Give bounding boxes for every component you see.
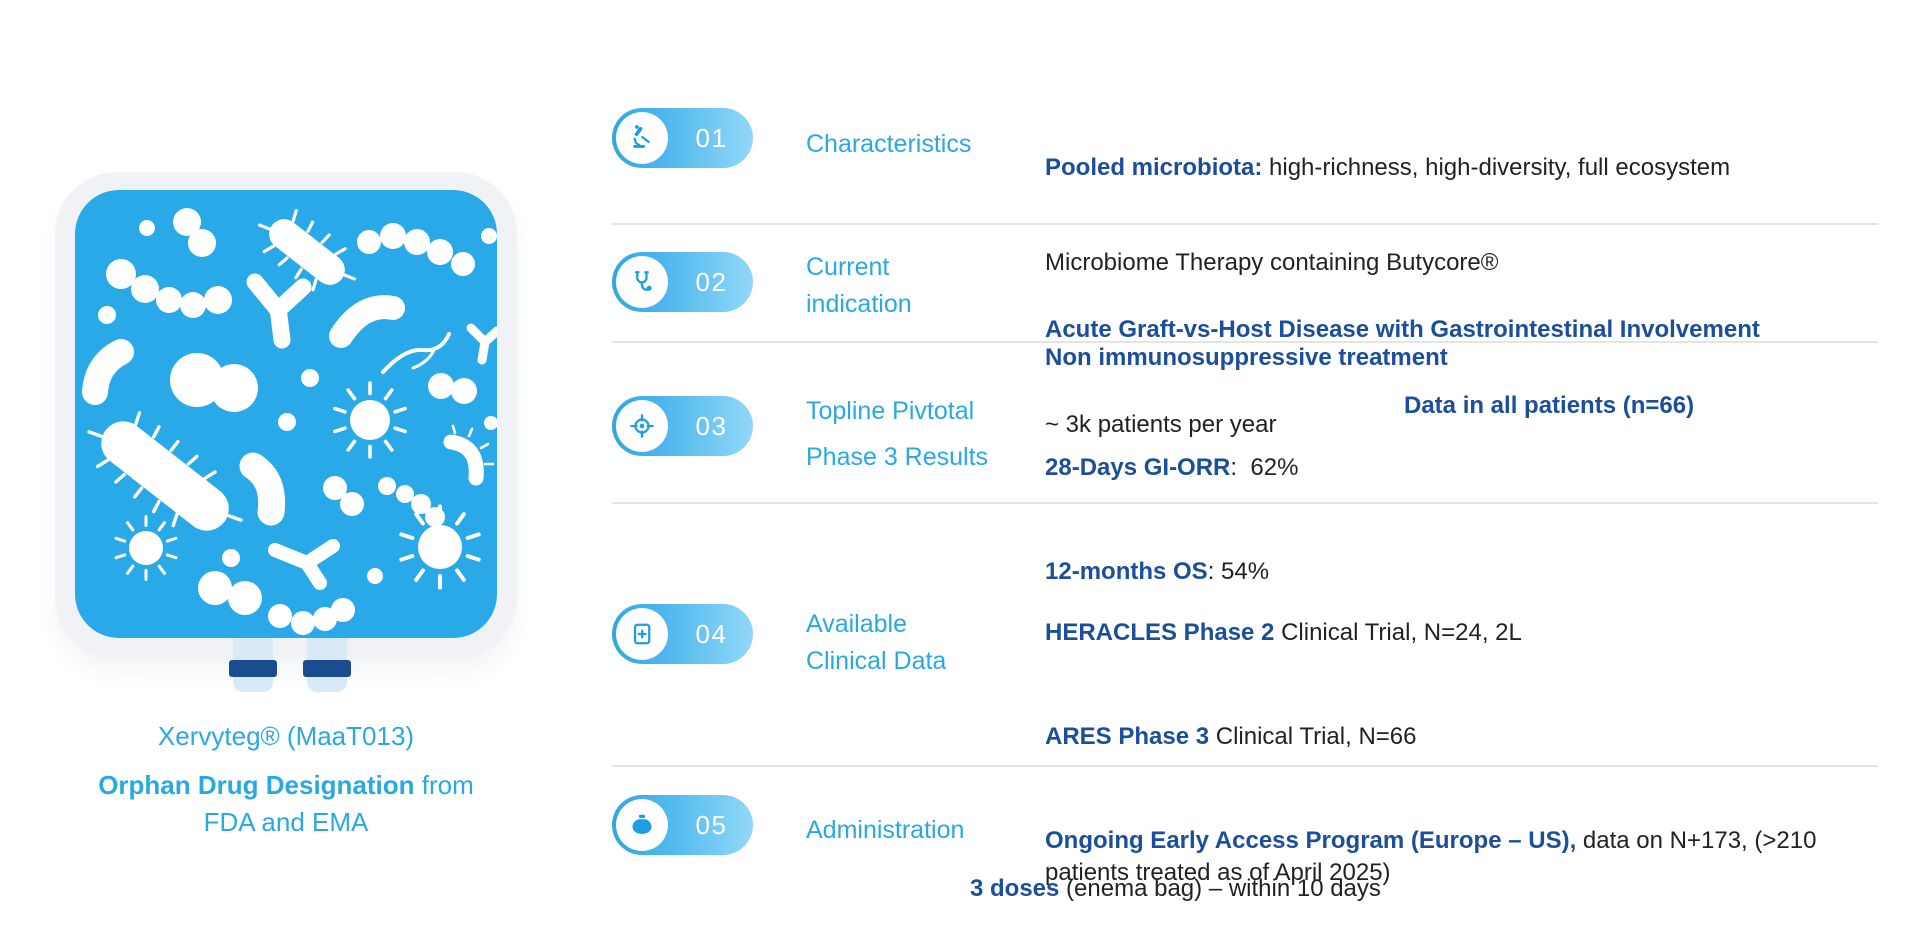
badge-number: 02 — [695, 266, 728, 297]
row-divider — [612, 341, 1878, 343]
clinical-record-icon — [633, 623, 651, 645]
text-segment: ~ 3k patients per year — [1045, 411, 1277, 438]
row-content-current-indication: Acute Graft-vs-Host Disease with Gastroi… — [1045, 254, 1885, 500]
orphan-drug-designation-text: Orphan Drug Designation from FDA and EMA — [98, 770, 474, 837]
bag-port-cap-left — [229, 660, 277, 677]
row-divider — [612, 502, 1878, 504]
row-label-available-clinical-data: Available Clinical Data — [806, 610, 947, 675]
number-badge-05: 05 — [612, 795, 753, 855]
row-label-current-indication: Current indication — [806, 253, 912, 318]
badge-circle — [616, 799, 668, 851]
microscope-icon — [633, 125, 650, 148]
text-segment: : 62% — [1230, 454, 1299, 481]
number-badge-04: 04 — [612, 604, 753, 664]
content-line: 12-months OS: 54% — [1045, 548, 1885, 596]
pouch-icon — [632, 814, 652, 834]
text-segment: Ongoing Early Access Program (Europe – U… — [1045, 827, 1577, 854]
content-line: Acute Graft-vs-Host Disease with Gastroi… — [1045, 310, 1885, 349]
target-icon — [630, 414, 654, 438]
text-segment: 12-months OS — [1045, 558, 1208, 585]
stethoscope-icon — [634, 271, 652, 291]
row-content-available-clinical-data: HERACLES Phase 2 Clinical Trial, N=24, 2… — [1045, 561, 1885, 944]
product-name: Xervyteg® (MaaT013) — [157, 721, 415, 751]
product-caption: Xervyteg® (MaaT013) Orphan Drug Designat… — [60, 718, 512, 841]
text-segment: Clinical Trial, N=24, 2L — [1274, 619, 1522, 646]
number-badge-03: 03 — [612, 396, 753, 456]
text-segment: Pooled microbiota: — [1045, 154, 1263, 181]
content-line: Pooled microbiota: high-richness, high-d… — [1045, 148, 1885, 187]
bag-port-cap-right — [303, 660, 351, 677]
content-line: Ongoing Early Access Program (Europe – U… — [1045, 825, 1885, 889]
text-segment: 3 doses — [970, 875, 1060, 902]
row-label-topline-results: Topline Pivtotal Phase 3 Results — [806, 397, 989, 471]
text-segment: 28-Days GI-ORR — [1045, 454, 1231, 481]
text-segment: ARES Phase 3 — [1045, 723, 1210, 750]
row-label-characteristics: Characteristics — [806, 130, 972, 158]
microbiota-pattern-icon — [82, 208, 497, 635]
enema-bag-illustration — [75, 190, 497, 638]
content-line: ARES Phase 3 Clinical Trial, N=66 — [1045, 721, 1885, 753]
badge-circle — [616, 400, 668, 452]
content-line: 3 doses (enema bag) – within 10 days — [970, 869, 1810, 908]
row-label-administration: Administration — [806, 816, 965, 844]
text-segment: : 54% — [1207, 558, 1270, 585]
row-divider — [612, 223, 1878, 225]
text-segment: Non immunosuppressive treatment — [1045, 344, 1448, 371]
text-segment: Clinical Trial, N=66 — [1209, 723, 1417, 750]
badge-number: 03 — [695, 410, 728, 441]
side-note-patients: Data in all patients (n=66) — [1404, 392, 1695, 419]
row-content-characteristics: Pooled microbiota: high-richness, high-d… — [1045, 92, 1885, 433]
number-badge-02: 02 — [612, 252, 753, 312]
badge-number: 01 — [695, 122, 728, 153]
row-divider — [612, 765, 1878, 767]
enema-bag-frame — [55, 172, 517, 660]
badge-number: 05 — [695, 809, 728, 840]
badge-number: 04 — [695, 618, 728, 649]
content-line: Non immunosuppressive treatment — [1045, 338, 1885, 377]
row-content-administration: 3 doses (enema bag) – within 10 days — [970, 813, 1810, 944]
text-segment: (enema bag) – within 10 days — [1059, 875, 1381, 902]
text-segment: high-richness, high-diversity, full ecos… — [1262, 154, 1731, 181]
badge-circle — [616, 256, 668, 308]
text-segment: Acute Graft-vs-Host Disease with Gastroi… — [1045, 316, 1760, 343]
number-badge-01: 01 — [612, 108, 753, 168]
text-segment: HERACLES Phase 2 — [1045, 619, 1275, 646]
content-line: ~ 3k patients per year — [1045, 405, 1885, 444]
text-segment: Microbiome Therapy containing Butycore® — [1045, 249, 1499, 276]
badge-circle — [616, 112, 668, 164]
text-segment: data on N+173, (>210 patients treated as… — [1045, 827, 1824, 886]
row-content-topline-results: 28-Days GI-ORR: 62% 12-months OS: 54% — [1045, 388, 1885, 652]
badge-circle — [616, 608, 668, 660]
content-line: 28-Days GI-ORR: 62% — [1045, 444, 1885, 492]
content-line: Microbiome Therapy containing Butycore® — [1045, 243, 1885, 282]
content-line: HERACLES Phase 2 Clinical Trial, N=24, 2… — [1045, 617, 1885, 649]
